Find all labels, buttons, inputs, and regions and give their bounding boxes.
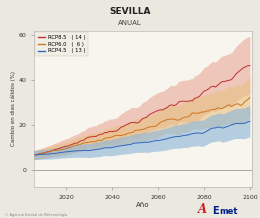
Text: © Agencia Estatal de Meteorología: © Agencia Estatal de Meteorología bbox=[5, 213, 67, 217]
X-axis label: Año: Año bbox=[136, 201, 150, 208]
Text: ANUAL: ANUAL bbox=[118, 20, 142, 26]
Text: SEVILLA: SEVILLA bbox=[109, 7, 151, 15]
Text: A: A bbox=[198, 203, 207, 216]
Text: met: met bbox=[220, 207, 238, 216]
Legend: RCP8.5   ( 14 ), RCP6.0   (  6 ), RCP4.5   ( 13 ): RCP8.5 ( 14 ), RCP6.0 ( 6 ), RCP4.5 ( 13… bbox=[35, 32, 88, 56]
Y-axis label: Cambio en dias cálidos (%): Cambio en dias cálidos (%) bbox=[10, 72, 16, 146]
Text: E: E bbox=[212, 206, 218, 216]
